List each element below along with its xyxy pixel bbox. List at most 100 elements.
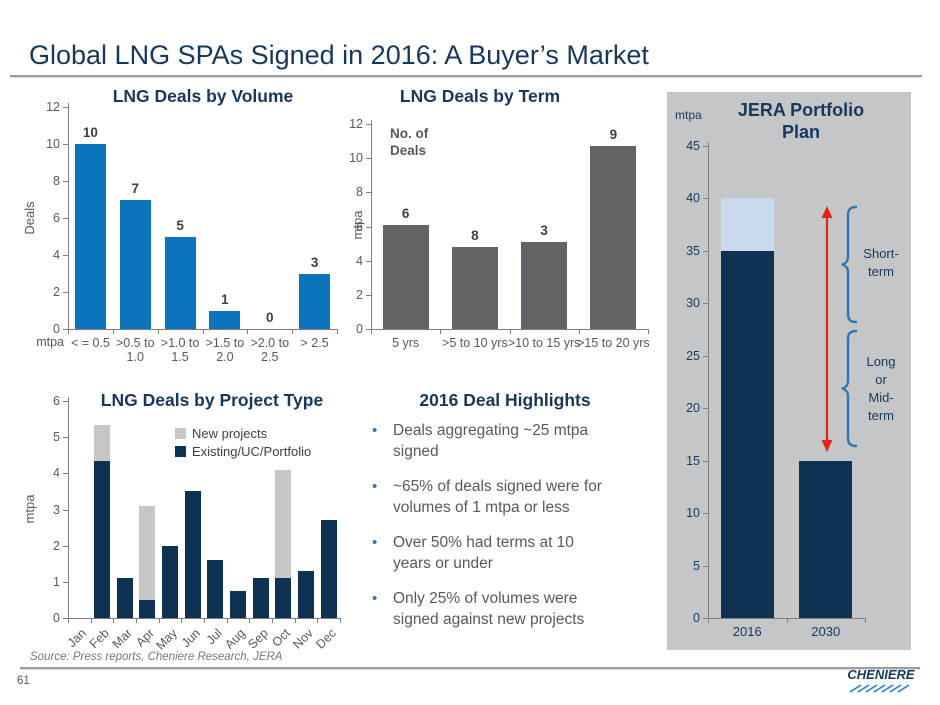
short-term-label: Short- term [863, 246, 899, 279]
x-category-label: >10 to 15 yrs [507, 336, 581, 350]
x-tick [247, 330, 249, 334]
y-tick [63, 473, 68, 475]
x-category-label: 2030 [811, 624, 841, 639]
legend: New projects Existing/UC/Portfolio [175, 426, 311, 462]
y-tick-label: 4 [53, 466, 60, 481]
y-tick [703, 146, 708, 147]
footer-divider [20, 667, 920, 669]
y-tick-label: 8 [356, 185, 363, 200]
x-category-label: 2016 [732, 624, 762, 639]
brace-long-term-icon [841, 329, 858, 448]
x-tick [113, 619, 115, 623]
bar-segment-existing-uc-portfolio [94, 460, 110, 618]
bar-segment-new-projects [139, 505, 156, 600]
x-tick [340, 619, 341, 623]
legend-label: New projects [192, 425, 268, 441]
section-title: 2016 Deal Highlights [419, 390, 591, 410]
y-tick-label: 25 [686, 348, 700, 363]
bar-value-label: 8 [471, 228, 479, 243]
y-tick [366, 124, 371, 125]
bar-segment-existing-uc-portfolio [184, 491, 201, 618]
bar-segment [382, 224, 429, 329]
brace-short-term-icon [841, 205, 858, 324]
legend-swatch-existing [175, 445, 186, 457]
chart-annotation: No. of Deals [390, 126, 429, 158]
y-tick [63, 581, 68, 583]
y-tick-label: 40 [686, 191, 700, 206]
highlight-text: ~65% of deals signed were for volumes of… [393, 478, 602, 516]
y-tick-label: 2 [53, 538, 60, 553]
bullet-icon: • [372, 478, 378, 495]
y-tick [703, 408, 708, 410]
highlight-list: • Deals aggregating ~25 mtpa signed • ~65% … [363, 421, 653, 645]
bar-segment-existing-uc-portfolio [320, 520, 337, 618]
x-category-label: 5 yrs [392, 336, 420, 350]
bar-segment [299, 273, 331, 329]
y-tick [63, 181, 68, 182]
y-tick [366, 260, 371, 262]
y-tick [703, 513, 708, 515]
bar-segment [521, 241, 568, 329]
y-tick-label: 6 [356, 219, 363, 234]
y-tick-label: 12 [349, 117, 363, 131]
y-tick [63, 618, 68, 619]
y-tick [63, 255, 68, 256]
y-tick [366, 158, 371, 160]
y-tick-label: 0 [356, 322, 363, 336]
legend-label: Existing/UC/Portfolio [192, 443, 312, 459]
x-category-label: > 2.5 [300, 336, 329, 350]
bar-value-label: 1 [221, 291, 229, 307]
y-tick [703, 565, 708, 567]
bar-segment-existing-uc-portfolio [275, 578, 292, 618]
y-tick [63, 509, 68, 511]
bar-segment-existing-uc-portfolio [252, 578, 269, 618]
legend-swatch-new-projects [175, 427, 186, 439]
bar-segment-existing-uc-portfolio [230, 590, 246, 618]
y-tick [366, 226, 371, 228]
x-category-label: >1.5 to 2.0 [205, 336, 245, 365]
y-axis [371, 120, 372, 330]
bar-value-label: 5 [176, 217, 184, 233]
x-category-label: >1.0 to 1.5 [160, 336, 200, 365]
x-tick [371, 330, 372, 334]
y-tick [366, 192, 371, 194]
y-tick-label: 4 [356, 253, 363, 268]
legend-item-new-projects: New projects [175, 425, 311, 441]
y-tick [63, 545, 68, 547]
y-tick-label: 0 [53, 611, 60, 625]
arrow-and-braces-graphic [821, 205, 858, 452]
x-category-label: >15 to 20 yrs [577, 336, 650, 350]
x-tick [648, 330, 649, 334]
x-tick [272, 619, 273, 623]
bar-value-label: 3 [310, 254, 319, 270]
y-tick-label: 45 [686, 139, 700, 153]
x-tick [136, 619, 137, 623]
bar-value-label: 6 [401, 205, 410, 221]
x-tick [204, 619, 205, 623]
chart-lng-deals-by-project-type: LNG Deals by Project Type mtpa New proje… [0, 388, 360, 663]
x-axis [68, 329, 338, 330]
y-tick-label: 4 [53, 248, 60, 262]
x-tick [509, 330, 511, 334]
page-number: 61 [17, 675, 30, 687]
x-category-label: >5 to 10 yrs [442, 336, 508, 350]
x-unit-label: mtpa [36, 335, 64, 349]
panel-title: JERA Portfolio Plan [737, 100, 865, 142]
x-axis [708, 618, 866, 619]
x-tick [292, 330, 294, 334]
bar-segment-st [720, 198, 774, 251]
y-tick-label: 3 [53, 502, 60, 517]
title-divider [10, 75, 922, 77]
highlight-bullet: • Over 50% had terms at 10 years or under [363, 533, 653, 574]
x-axis [68, 618, 341, 619]
y-tick-label: 0 [693, 611, 700, 625]
highlight-text: Over 50% had terms at 10 years or under [393, 534, 574, 572]
y-axis [708, 142, 709, 619]
x-tick [440, 330, 442, 334]
bar-segment [451, 247, 498, 329]
y-tick [63, 329, 68, 330]
logo-swoosh-icon [849, 684, 910, 693]
bar-segment-existing-uc-portfolio [116, 578, 133, 618]
x-tick [249, 619, 251, 623]
